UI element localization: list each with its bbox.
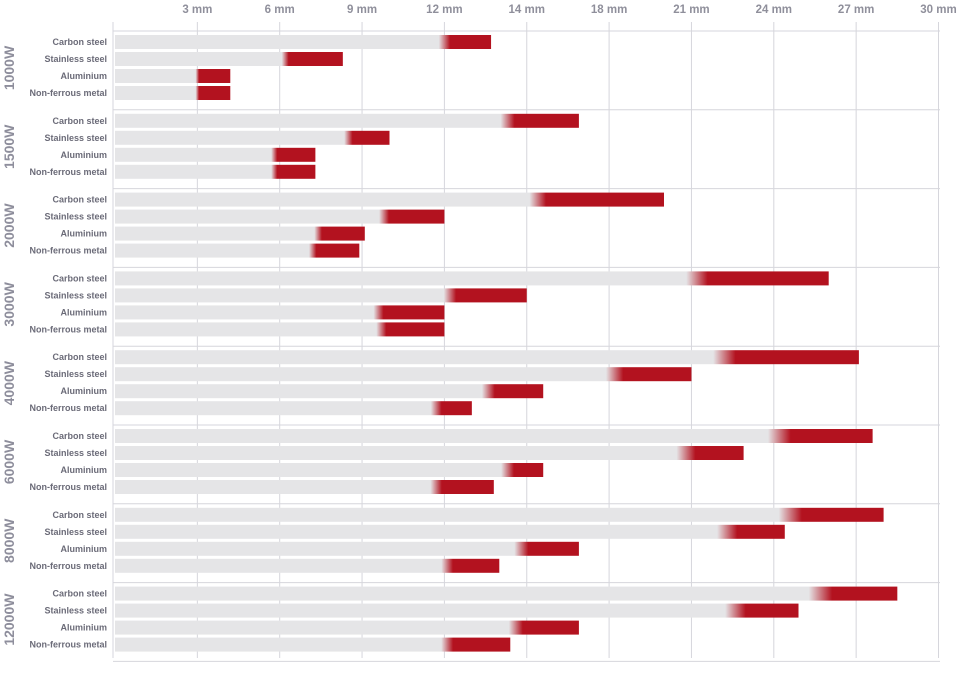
range-bar: [115, 384, 544, 399]
range-bar: [115, 507, 884, 522]
category-label: Carbon steel: [52, 273, 107, 283]
range-bar: [115, 367, 692, 382]
range-bar: [115, 429, 873, 443]
x-tick-label: 9 mm: [347, 4, 377, 16]
category-label: Carbon steel: [52, 431, 107, 441]
group-label: 12000W: [1, 593, 17, 646]
range-bar: [115, 524, 785, 539]
x-tick-label: 6 mm: [265, 4, 295, 16]
range-bar: [115, 69, 231, 83]
range-bar: [115, 192, 664, 207]
group-label: 2000W: [1, 203, 17, 248]
x-tick-label: 14 mm: [509, 4, 545, 16]
range-bar: [115, 243, 360, 258]
grid-layer: [112, 22, 940, 662]
group-label: 3000W: [1, 281, 17, 326]
category-label: Aluminium: [61, 71, 108, 81]
category-label: Non-ferrous metal: [29, 246, 107, 256]
category-label: Non-ferrous metal: [29, 167, 107, 177]
range-bar: [115, 446, 744, 460]
category-label: Non-ferrous metal: [29, 482, 107, 492]
category-label: Non-ferrous metal: [29, 403, 107, 413]
category-label: Carbon steel: [52, 37, 107, 47]
range-bar: [115, 541, 579, 556]
category-label: Carbon steel: [52, 195, 107, 205]
range-bar: [115, 305, 445, 320]
x-tick-label: 21 mm: [673, 4, 709, 16]
range-bar: [115, 35, 492, 49]
category-label: Stainless steel: [44, 527, 107, 537]
x-tick-label: 30 mm: [920, 4, 956, 16]
category-label: Aluminium: [61, 229, 108, 239]
category-label: Aluminium: [61, 307, 108, 317]
range-bar: [115, 558, 500, 573]
group-label: 8000W: [1, 518, 17, 563]
category-label: Stainless steel: [44, 54, 107, 64]
range-bar: [115, 209, 445, 224]
category-label: Stainless steel: [44, 133, 107, 143]
category-label: Aluminium: [61, 465, 108, 475]
range-bar: [115, 288, 527, 303]
range-bar: [115, 113, 579, 128]
category-label: Non-ferrous metal: [29, 561, 107, 571]
category-label: Carbon steel: [52, 352, 107, 362]
category-label: Stainless steel: [44, 606, 107, 616]
category-label: Stainless steel: [44, 369, 107, 379]
range-bar: [115, 620, 579, 635]
x-tick-label: 3 mm: [182, 4, 212, 16]
category-label: Carbon steel: [52, 510, 107, 520]
labels-layer: 1000W Carbon steel Stainless steel Aluminiu…: [1, 37, 107, 650]
range-bar: [115, 463, 544, 477]
group-label: 4000W: [1, 360, 17, 405]
x-tick-label: 12 mm: [426, 4, 462, 16]
category-label: Stainless steel: [44, 448, 107, 458]
category-label: Aluminium: [61, 623, 108, 633]
range-bar: [115, 637, 511, 652]
range-bar: [115, 271, 829, 286]
category-label: Stainless steel: [44, 212, 107, 222]
range-bar: [115, 86, 231, 100]
range-bar: [115, 480, 494, 494]
range-bar: [115, 401, 472, 416]
x-tick-label: 27 mm: [838, 4, 874, 16]
category-label: Non-ferrous metal: [29, 324, 107, 334]
range-bar: [115, 147, 316, 162]
range-bar: [115, 586, 898, 601]
category-label: Aluminium: [61, 386, 108, 396]
group-label: 1000W: [1, 45, 17, 90]
x-tick-label: 18 mm: [591, 4, 627, 16]
range-bar: [115, 322, 445, 337]
category-label: Aluminium: [61, 150, 108, 160]
range-bar: [115, 52, 343, 66]
category-label: Stainless steel: [44, 290, 107, 300]
x-axis-ticks: 3 mm 6 mm 9 mm 12 mm 14 mm 18 mm 21 mm 24 mm 27 …: [182, 4, 956, 16]
range-bar: [115, 130, 390, 145]
range-bar: [115, 226, 365, 241]
bars-layer: [115, 35, 898, 652]
group-label: 1500W: [1, 124, 17, 169]
category-label: Non-ferrous metal: [29, 640, 107, 650]
group-label: 6000W: [1, 439, 17, 484]
range-bar: [115, 603, 799, 618]
range-bar: [115, 164, 316, 179]
category-label: Non-ferrous metal: [29, 88, 107, 98]
category-label: Carbon steel: [52, 116, 107, 126]
category-label: Aluminium: [61, 544, 108, 554]
category-label: Carbon steel: [52, 589, 107, 599]
range-bar: [115, 350, 859, 365]
x-tick-label: 24 mm: [756, 4, 792, 16]
